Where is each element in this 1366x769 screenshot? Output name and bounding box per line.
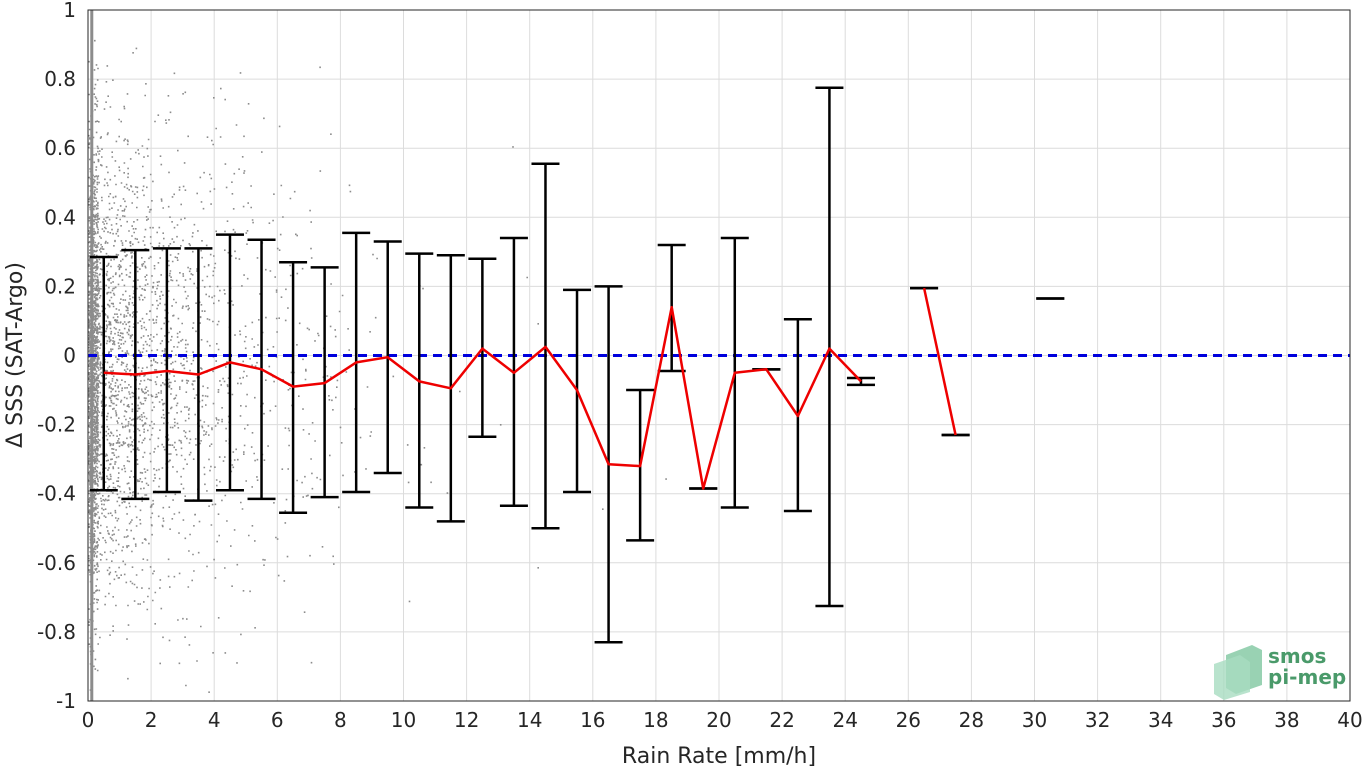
mean-line-segment-0 [103,305,862,490]
plot-frame [87,9,1351,702]
y-tick-label-10: 1 [63,0,76,22]
x-tick-label-12: 24 [832,708,857,732]
logo-text-line1: smos [1268,644,1326,668]
mean-line [103,287,957,490]
error-bars [89,86,1065,644]
y-tick-label-9: 0.8 [44,67,76,91]
x-tick-label-5: 10 [391,708,416,732]
y-tick-label-7: 0.4 [44,205,76,229]
x-tick-label-14: 28 [959,708,984,732]
x-tick-label-11: 22 [769,708,794,732]
x-tick-label-4: 8 [334,708,347,732]
x-tick-label-17: 34 [1148,708,1173,732]
x-axis-label: Rain Rate [mm/h] [622,744,816,769]
x-tick-label-9: 18 [643,708,668,732]
y-tick-label-3: -0.4 [37,482,76,506]
x-tick-label-6: 12 [454,708,479,732]
x-tick-label-3: 6 [271,708,284,732]
x-tick-label-19: 38 [1274,708,1299,732]
x-tick-label-18: 36 [1211,708,1236,732]
x-tick-label-8: 16 [580,708,605,732]
x-tick-label-0: 0 [82,708,95,732]
x-tick-labels: 0 2 4 6 8 10 12 14 16 18 20 22 24 26 28 30 32 34 36 38 40 [82,708,1363,732]
x-tick-label-7: 14 [517,708,542,732]
y-tick-label-5: 0 [63,344,76,368]
y-tick-label-0: -1 [56,689,76,713]
x-tick-label-10: 20 [706,708,731,732]
x-tick-label-13: 26 [896,708,921,732]
logo-text-line2: pi-mep [1268,665,1346,689]
x-tick-label-20: 40 [1337,708,1362,732]
logo-mark-front [1214,655,1250,700]
x-tick-label-16: 32 [1085,708,1110,732]
x-tick-label-1: 2 [145,708,158,732]
mean-line-segment-1 [922,287,957,436]
smos-pi-mep-logo: smos pi-mep [1214,644,1346,700]
error-bar-23 [815,86,844,608]
y-tick-label-8: 0.6 [44,136,76,160]
x-tick-label-2: 4 [208,708,221,732]
y-tick-label-1: -0.8 [37,620,76,644]
y-tick-labels: -1 -0.8 -0.6 -0.4 -0.2 0 0.2 0.4 0.6 0.8 1 [37,0,76,713]
y-axis-label: Δ SSS (SAT-Argo) [3,262,28,448]
y-tick-label-4: -0.2 [37,413,76,437]
x-tick-label-15: 30 [1022,708,1047,732]
y-tick-label-6: 0.2 [44,274,76,298]
y-tick-label-2: -0.6 [37,551,76,575]
